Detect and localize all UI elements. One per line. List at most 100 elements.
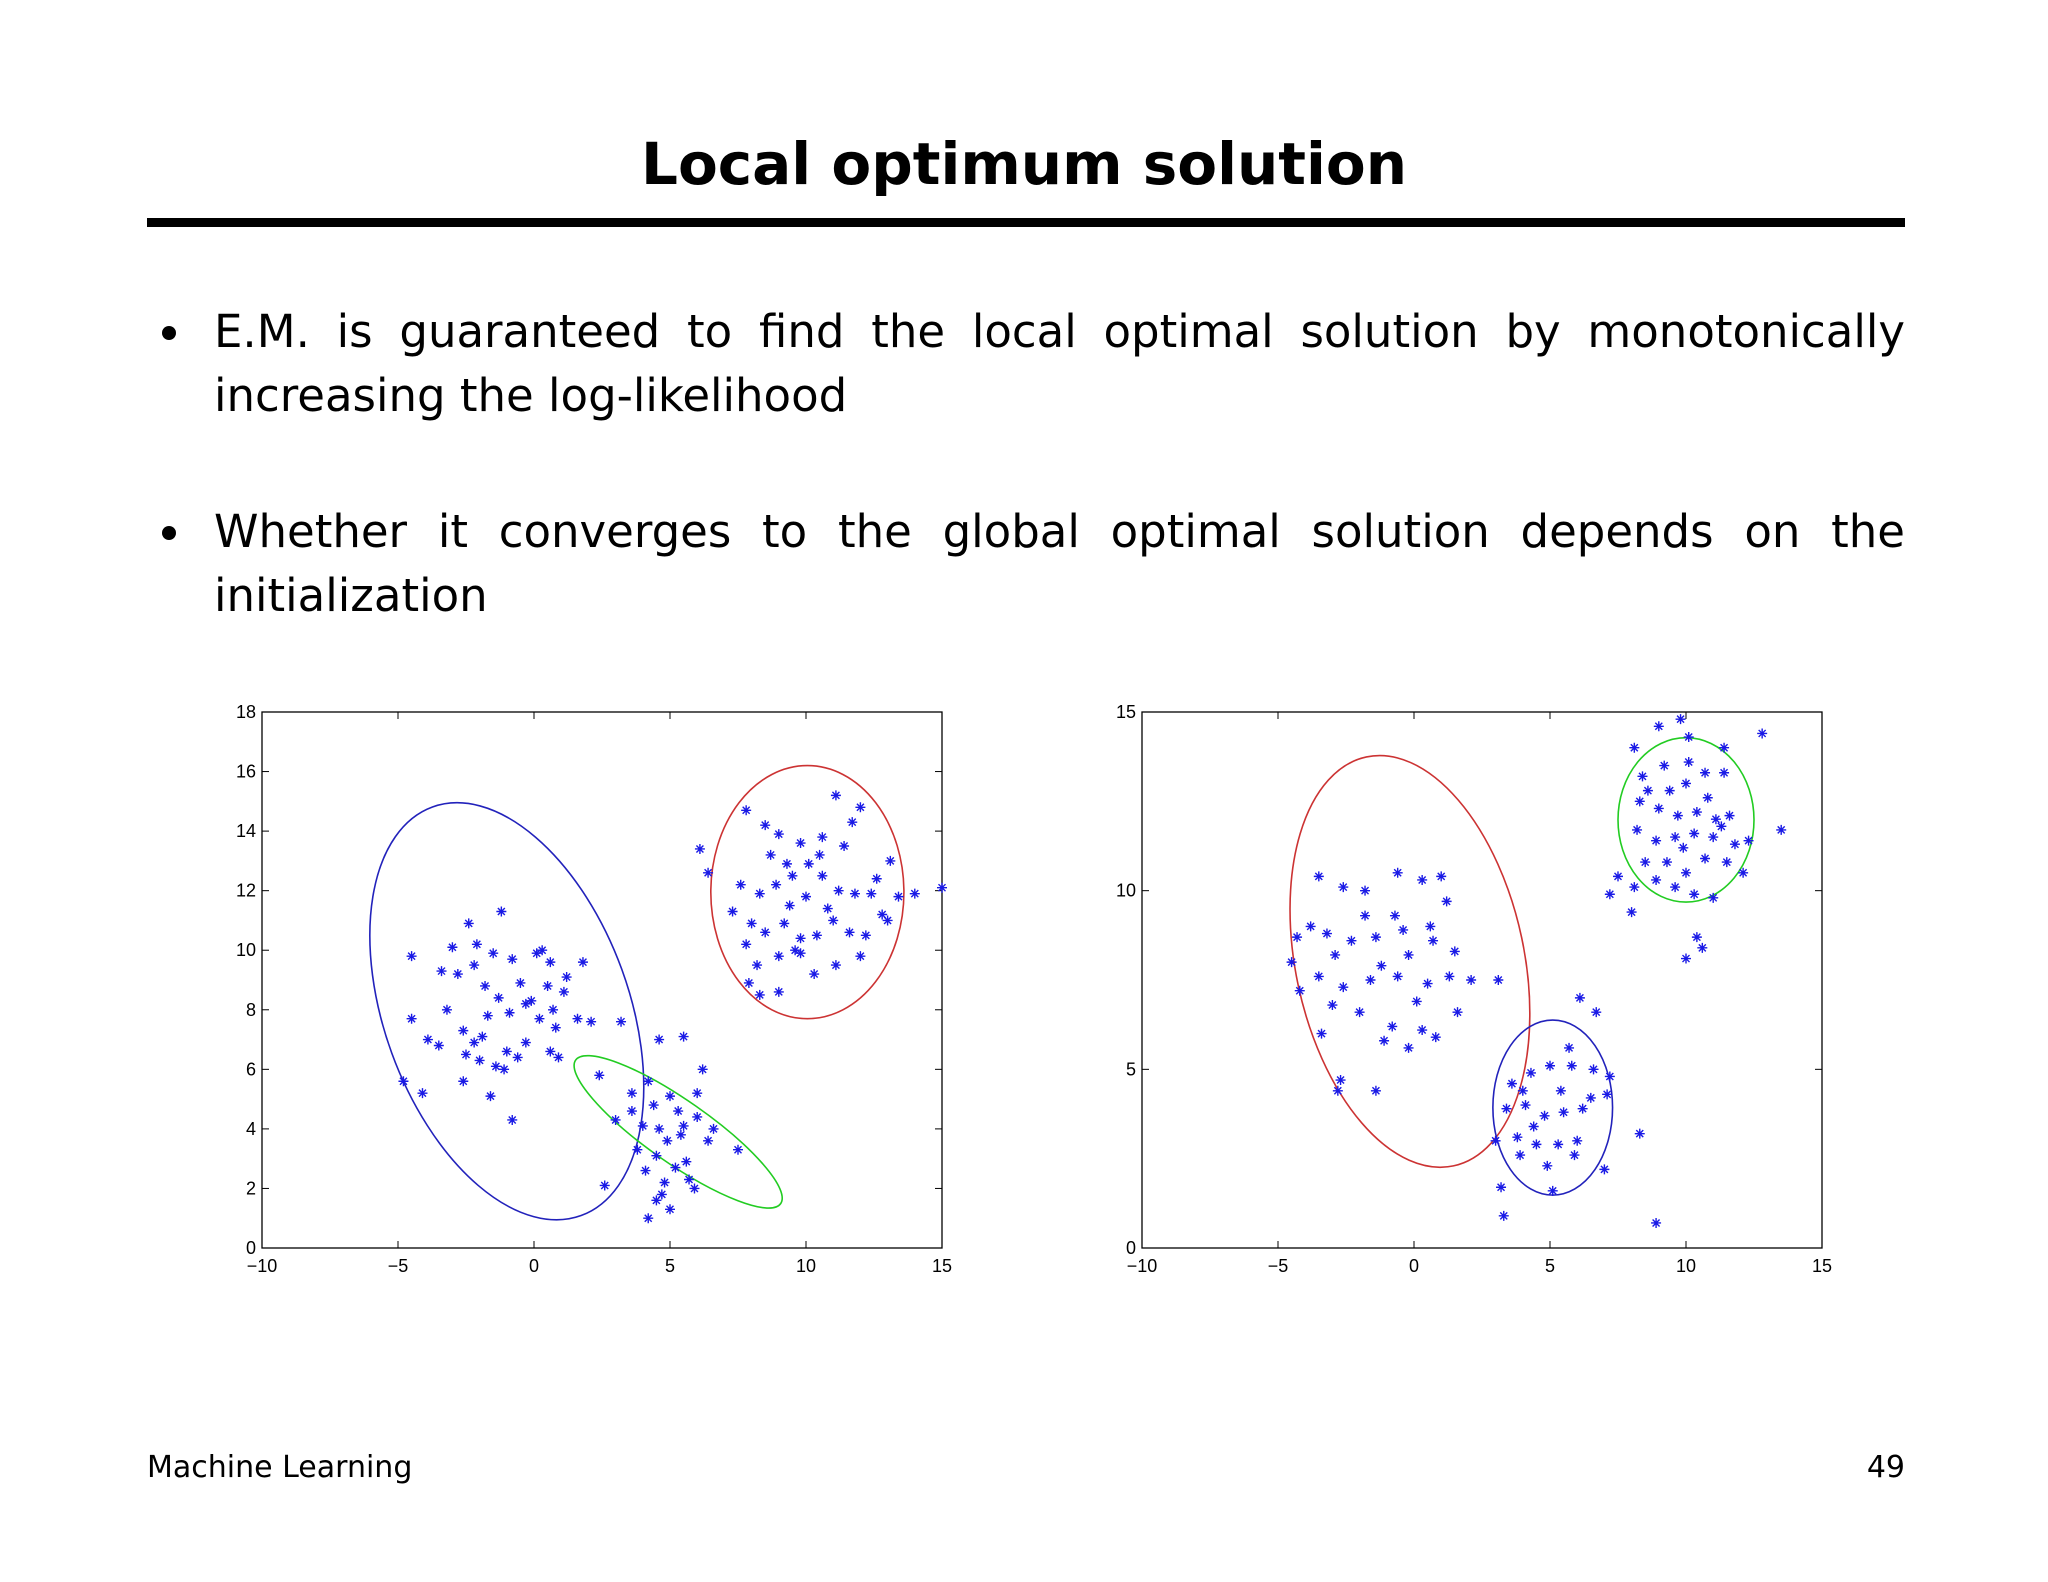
data-point [773, 951, 784, 962]
data-point [1365, 975, 1376, 985]
data-point [1428, 935, 1439, 946]
data-point [855, 802, 866, 813]
data-point [1515, 1150, 1526, 1161]
data-point [787, 870, 798, 881]
data-point [1566, 1060, 1577, 1071]
data-point [1370, 1085, 1381, 1096]
data-point [572, 1013, 583, 1024]
data-point [537, 945, 548, 956]
data-point [1335, 1075, 1346, 1086]
data-point [1417, 874, 1428, 885]
x-tick-label: 15 [1812, 1256, 1832, 1276]
data-point [1490, 1135, 1501, 1146]
data-point [882, 915, 893, 926]
data-point [1436, 871, 1447, 882]
data-point [1313, 871, 1324, 882]
data-point [781, 858, 792, 869]
data-point [1517, 1085, 1528, 1096]
data-point [515, 977, 526, 988]
data-point [501, 1046, 512, 1057]
data-point [795, 838, 806, 849]
data-point [553, 1052, 564, 1063]
data-point [1659, 760, 1670, 771]
data-point [1689, 828, 1700, 839]
data-point [743, 977, 754, 988]
bullet-dot-icon [162, 526, 176, 540]
data-point [803, 858, 814, 869]
data-point [561, 972, 572, 983]
data-point [1493, 975, 1504, 985]
data-point [599, 1180, 610, 1191]
data-point [1626, 907, 1637, 918]
data-point [610, 1114, 621, 1125]
data-point [626, 1088, 637, 1099]
data-point [1564, 1042, 1575, 1053]
data-point [1389, 910, 1400, 921]
data-point [828, 915, 839, 926]
x-tick-label: −10 [1127, 1256, 1158, 1276]
data-point [1542, 1160, 1553, 1171]
data-point [1604, 889, 1615, 900]
data-point [1689, 889, 1700, 900]
data-point [703, 867, 714, 878]
y-tick-label: 10 [1116, 881, 1136, 901]
data-point [822, 903, 833, 914]
data-point [1683, 732, 1694, 743]
data-point [1710, 814, 1721, 825]
data-point [694, 843, 705, 854]
cluster-ellipse-left-2 [573, 1054, 784, 1209]
data-point [496, 906, 507, 917]
data-point [847, 817, 858, 828]
y-tick-label: 10 [236, 940, 256, 960]
data-point [1528, 1121, 1539, 1132]
data-point [1338, 882, 1349, 893]
data-point [1743, 835, 1754, 846]
data-point [1577, 1103, 1588, 1114]
y-tick-label: 8 [246, 1000, 256, 1020]
data-point [809, 969, 820, 980]
data-point [436, 966, 447, 977]
data-point [1651, 1217, 1662, 1228]
data-point [1702, 792, 1713, 803]
y-tick-label: 18 [236, 702, 256, 722]
data-point [1672, 810, 1683, 821]
data-point [877, 909, 888, 920]
data-point [493, 992, 504, 1003]
data-point [1286, 957, 1297, 968]
data-point [673, 1106, 684, 1117]
data-point [692, 1088, 703, 1099]
y-tick-label: 15 [1116, 702, 1136, 722]
x-tick-label: 5 [1545, 1256, 1555, 1276]
data-point [1525, 1067, 1536, 1078]
data-point [1411, 996, 1422, 1007]
data-point [795, 933, 806, 944]
data-point [784, 900, 795, 911]
data-point [452, 969, 463, 980]
data-point [469, 1037, 480, 1048]
data-point [692, 1111, 703, 1122]
y-tick-label: 16 [236, 762, 256, 782]
data-point [1392, 867, 1403, 878]
cluster-ellipse-right-3 [1617, 736, 1755, 903]
scatter-series-right-1 [1286, 867, 1504, 1096]
data-point [1691, 807, 1702, 818]
slide-title: Local optimum solution [640, 130, 1407, 198]
x-tick-label: 0 [529, 1256, 539, 1276]
data-point [741, 939, 752, 950]
data-point [1599, 1164, 1610, 1175]
data-point [735, 879, 746, 890]
data-point [654, 1034, 665, 1045]
data-point [550, 1022, 561, 1033]
x-tick-label: −10 [247, 1256, 278, 1276]
data-point [1604, 1071, 1615, 1082]
data-point [1591, 1007, 1602, 1018]
data-point [458, 1076, 469, 1087]
data-point [1292, 932, 1303, 943]
data-point [441, 1004, 452, 1015]
data-point [1670, 882, 1681, 893]
scatter-plot-right: −10 −5 0 5 10 15 0 5 10 15 [1116, 702, 1832, 1276]
data-point [1634, 1128, 1645, 1139]
data-point [656, 1189, 667, 1200]
data-point [461, 1049, 471, 1060]
data-point [741, 805, 752, 816]
